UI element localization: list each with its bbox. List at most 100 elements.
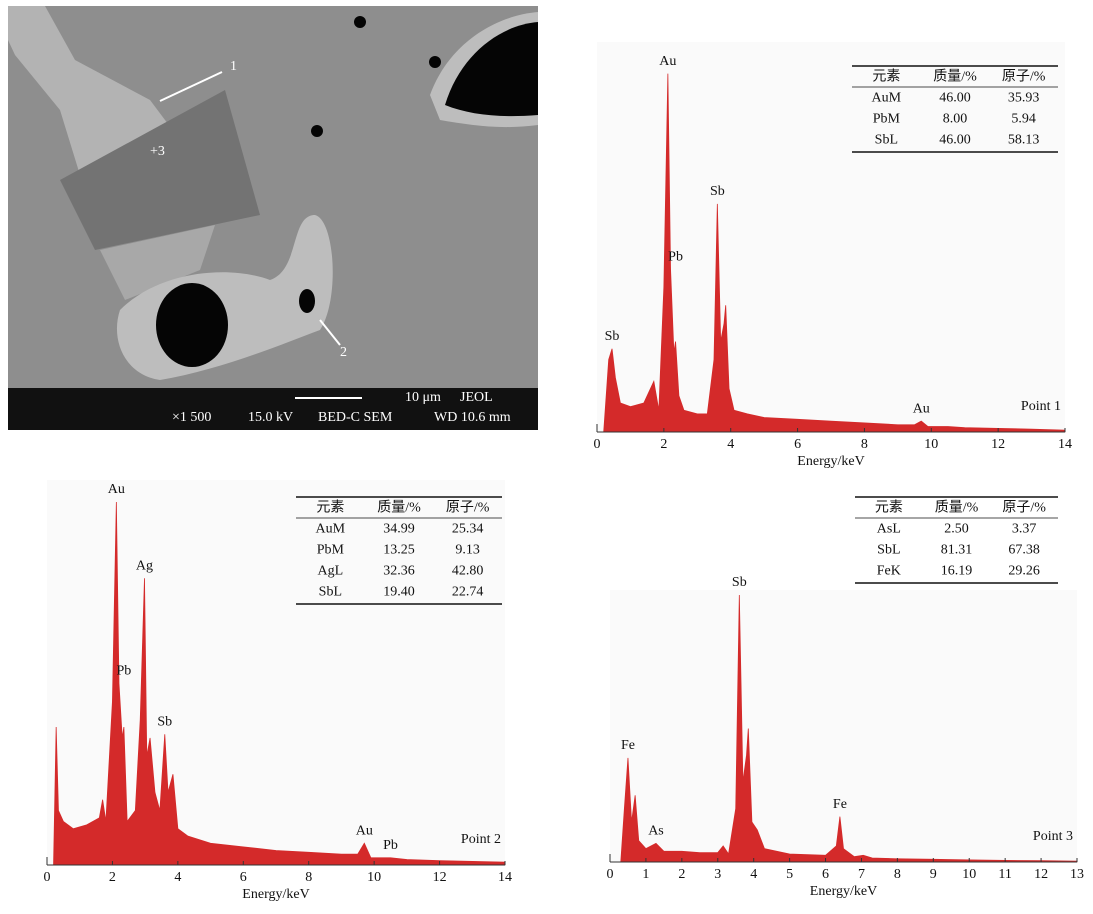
table-cell: 16.19 — [941, 564, 973, 579]
table-cell: 3.37 — [1012, 522, 1037, 537]
marker: 1 — [230, 59, 237, 74]
peak-label: As — [648, 824, 664, 839]
x-tick-label: 6 — [240, 870, 247, 885]
table-cell: 22.74 — [452, 585, 484, 600]
x-tick-label: 2 — [109, 870, 116, 885]
table-cell: 32.36 — [383, 564, 415, 579]
table-header: 原子/% — [1002, 69, 1046, 85]
x-tick-label: 2 — [678, 867, 685, 882]
plot-background — [610, 590, 1077, 862]
x-tick-label: 2 — [660, 437, 667, 452]
x-tick-label: 12 — [433, 870, 447, 885]
sem-pore — [311, 125, 323, 137]
x-tick-label: 6 — [822, 867, 829, 882]
table-cell: 5.94 — [1011, 112, 1036, 127]
sem-pore — [429, 56, 441, 68]
peak-label: Au — [356, 823, 373, 838]
x-tick-label: 8 — [305, 870, 312, 885]
peak-label: Ag — [136, 558, 153, 573]
table-header: 质量/% — [377, 500, 421, 516]
table-cell: PbM — [873, 112, 901, 127]
peak-label: Au — [913, 401, 930, 416]
sem-pore — [156, 283, 228, 367]
table-cell: 13.25 — [383, 543, 415, 558]
x-tick-label: 14 — [498, 870, 512, 885]
x-tick-label: 4 — [750, 867, 757, 882]
scale-text: 10 μm — [405, 390, 441, 405]
x-tick-label: 13 — [1070, 867, 1084, 882]
table-cell: 67.38 — [1008, 543, 1040, 558]
peak-label: Pb — [668, 249, 683, 264]
brand: JEOL — [460, 390, 493, 405]
table-header: 元素 — [875, 500, 903, 516]
x-tick-label: 4 — [727, 437, 734, 452]
table-header: 元素 — [316, 500, 344, 516]
table-cell: SbL — [877, 543, 900, 558]
table-header: 原子/% — [446, 500, 490, 516]
table-cell: SbL — [319, 585, 342, 600]
table-cell: 34.99 — [383, 522, 415, 537]
x-axis-label: Energy/keV — [797, 454, 864, 469]
table-cell: FeK — [877, 564, 901, 579]
page: {"sem_image": {"marker_1": "1", "marker_… — [0, 0, 1093, 914]
x-axis-label: Energy/keV — [810, 884, 877, 899]
peak-label: Au — [108, 482, 125, 497]
info: BED-C SEM — [318, 410, 393, 425]
info: 15.0 kV — [248, 410, 293, 425]
table-cell: 42.80 — [452, 564, 484, 579]
table-cell: 46.00 — [939, 133, 971, 148]
peak-label: Sb — [157, 715, 172, 730]
x-tick-label: 0 — [44, 870, 51, 885]
peak-label: Pb — [383, 838, 398, 853]
x-tick-label: 14 — [1058, 437, 1072, 452]
peak-label: Sb — [732, 575, 747, 590]
figure: 1 2 +3 10 μm JEOL ×1 500 15.0 kV BED-C S… — [0, 0, 1093, 909]
x-tick-label: 10 — [367, 870, 381, 885]
table-cell: SbL — [875, 133, 898, 148]
x-tick-label: 0 — [594, 437, 601, 452]
table-header: 质量/% — [935, 500, 979, 516]
x-tick-label: 5 — [786, 867, 793, 882]
table-cell: 29.26 — [1008, 564, 1040, 579]
x-tick-label: 8 — [861, 437, 868, 452]
table-header: 原子/% — [1002, 500, 1046, 516]
sem-image: 1 2 +3 10 μm JEOL ×1 500 15.0 kV BED-C S… — [8, 6, 538, 430]
table-cell: 19.40 — [383, 585, 415, 600]
table-cell: AsL — [877, 522, 901, 537]
x-tick-label: 9 — [930, 867, 937, 882]
table-cell: AuM — [872, 91, 902, 106]
table-cell: 9.13 — [455, 543, 480, 558]
peak-label: Au — [659, 54, 676, 69]
table-cell: 35.93 — [1008, 91, 1040, 106]
x-tick-label: 8 — [894, 867, 901, 882]
x-tick-label: 6 — [794, 437, 801, 452]
x-tick-label: 12 — [991, 437, 1005, 452]
table-header: 质量/% — [933, 69, 977, 85]
table-cell: 25.34 — [452, 522, 484, 537]
peak-label: Sb — [605, 329, 620, 344]
table-cell: 46.00 — [939, 91, 971, 106]
x-tick-label: 3 — [714, 867, 721, 882]
table-cell: AuM — [316, 522, 346, 537]
x-axis-label: Energy/keV — [242, 887, 309, 902]
sem-pore — [299, 289, 315, 313]
peak-label: Sb — [710, 184, 725, 199]
table-cell: 58.13 — [1008, 133, 1040, 148]
marker: +3 — [150, 144, 165, 159]
x-tick-label: 10 — [924, 437, 938, 452]
x-tick-label: 0 — [607, 867, 614, 882]
table-cell: 2.50 — [944, 522, 969, 537]
sem-pore — [354, 16, 366, 28]
x-tick-label: 11 — [998, 867, 1011, 882]
point-label: Point 1 — [1021, 399, 1061, 414]
x-tick-label: 12 — [1034, 867, 1048, 882]
x-tick-label: 7 — [858, 867, 865, 882]
point-label: Point 2 — [461, 832, 501, 847]
table-header: 元素 — [872, 69, 900, 85]
table-cell: PbM — [317, 543, 345, 558]
marker: 2 — [340, 345, 347, 360]
x-tick-label: 1 — [642, 867, 649, 882]
peak-label: Fe — [833, 797, 847, 812]
peak-label: Pb — [116, 664, 131, 679]
x-tick-label: 10 — [962, 867, 976, 882]
